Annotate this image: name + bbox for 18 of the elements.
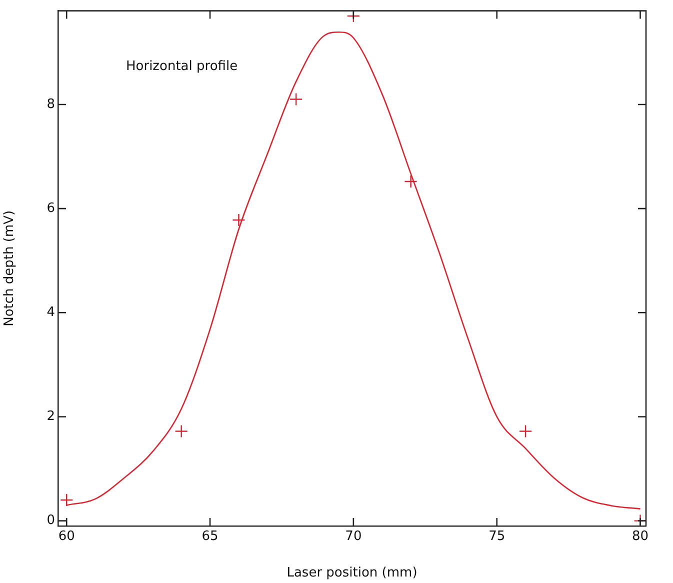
y-tick-label: 4 xyxy=(46,305,55,320)
y-tick-label: 8 xyxy=(46,96,55,112)
x-tick-label: 80 xyxy=(632,529,649,544)
y-tick-label: 2 xyxy=(46,409,55,424)
y-axis-title: Notch depth (mV) xyxy=(2,210,18,326)
x-tick-label: 75 xyxy=(488,529,506,544)
x-tick-label: 70 xyxy=(345,529,362,544)
point xyxy=(518,424,532,438)
x-tick-label: 60 xyxy=(58,529,75,544)
y-tick-label: 6 xyxy=(46,200,55,216)
x-axis-title: Laser position (mm) xyxy=(286,566,418,581)
point xyxy=(174,424,188,438)
y-tick-label: 0 xyxy=(46,513,55,528)
x-tick-label: 65 xyxy=(202,529,218,544)
point xyxy=(232,213,246,227)
point xyxy=(404,174,418,188)
annotation: Horizontal profile xyxy=(126,59,238,74)
point xyxy=(289,92,303,106)
